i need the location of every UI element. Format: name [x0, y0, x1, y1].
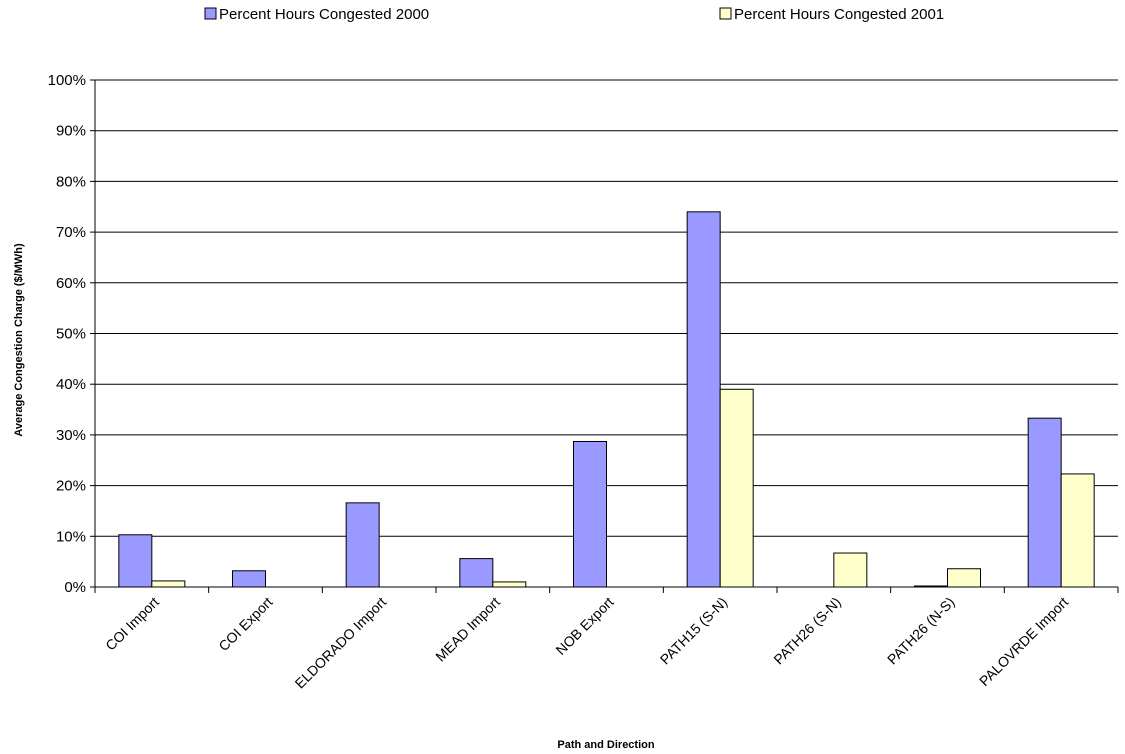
x-axis-title: Path and Direction: [557, 739, 654, 751]
y-tick-label: 80%: [56, 173, 86, 190]
bar-2001-0: [151, 580, 186, 588]
bars: [118, 211, 1095, 588]
y-tick-label: 70%: [56, 224, 86, 241]
x-tick-label: PATH26 (S-N): [770, 594, 844, 668]
x-axis: COI Import COI Export ELDORADO Import MEAD …: [94, 586, 1119, 692]
y-tick-label: 10%: [56, 528, 86, 545]
x-tick-label: COI Import: [102, 594, 162, 654]
bar-2000-1: [232, 570, 266, 588]
bar-2001-6: [833, 552, 868, 588]
y-tick-label: 0%: [64, 579, 86, 596]
bar-2000-4: [573, 440, 607, 588]
y-tick-label: 100%: [48, 72, 86, 89]
y-axis: 0% 10% 20% 30% 40% 50% 60% 70% 80% 90% 100%: [48, 72, 96, 596]
bar-2000-2: [345, 502, 380, 588]
bar-2000-8: [1027, 417, 1062, 588]
y-tick-label: 30%: [56, 427, 86, 444]
y-tick-label: 60%: [56, 275, 86, 292]
y-tick-label: 20%: [56, 478, 86, 495]
legend-label-2001: Percent Hours Congested 2001: [734, 6, 944, 23]
x-tick-label: PATH26 (N-S): [884, 594, 958, 668]
y-tick-label: 40%: [56, 376, 86, 393]
bar-2001-5: [719, 388, 754, 588]
x-tick-label: MEAD Import: [432, 594, 503, 665]
y-axis-title: Average Congestion Charge ($/MWh): [13, 243, 25, 437]
bar-2001-7: [947, 568, 981, 588]
x-tick-label: PATH15 (S-N): [657, 594, 731, 668]
y-tick-label: 90%: [56, 123, 86, 140]
bar-2001-3: [492, 581, 527, 588]
bar-2001-8: [1060, 473, 1095, 588]
x-tick-label: COI Export: [215, 594, 275, 654]
gridlines: [95, 79, 1118, 537]
x-tick-label: NOB Export: [552, 594, 616, 658]
bar-2000-0: [118, 534, 153, 588]
legend-swatch-2000: [204, 7, 217, 20]
bar-2000-3: [459, 558, 494, 588]
bar-2000-5: [686, 211, 721, 588]
y-tick-label: 50%: [56, 326, 86, 343]
x-tick-label: ELDORADO Import: [292, 594, 390, 692]
legend: Percent Hours Congested 2000 Percent Hour…: [204, 6, 944, 23]
x-tick-label: PALOVRDE Import: [976, 594, 1071, 689]
legend-swatch-2001: [719, 7, 732, 20]
legend-label-2000: Percent Hours Congested 2000: [219, 6, 429, 23]
